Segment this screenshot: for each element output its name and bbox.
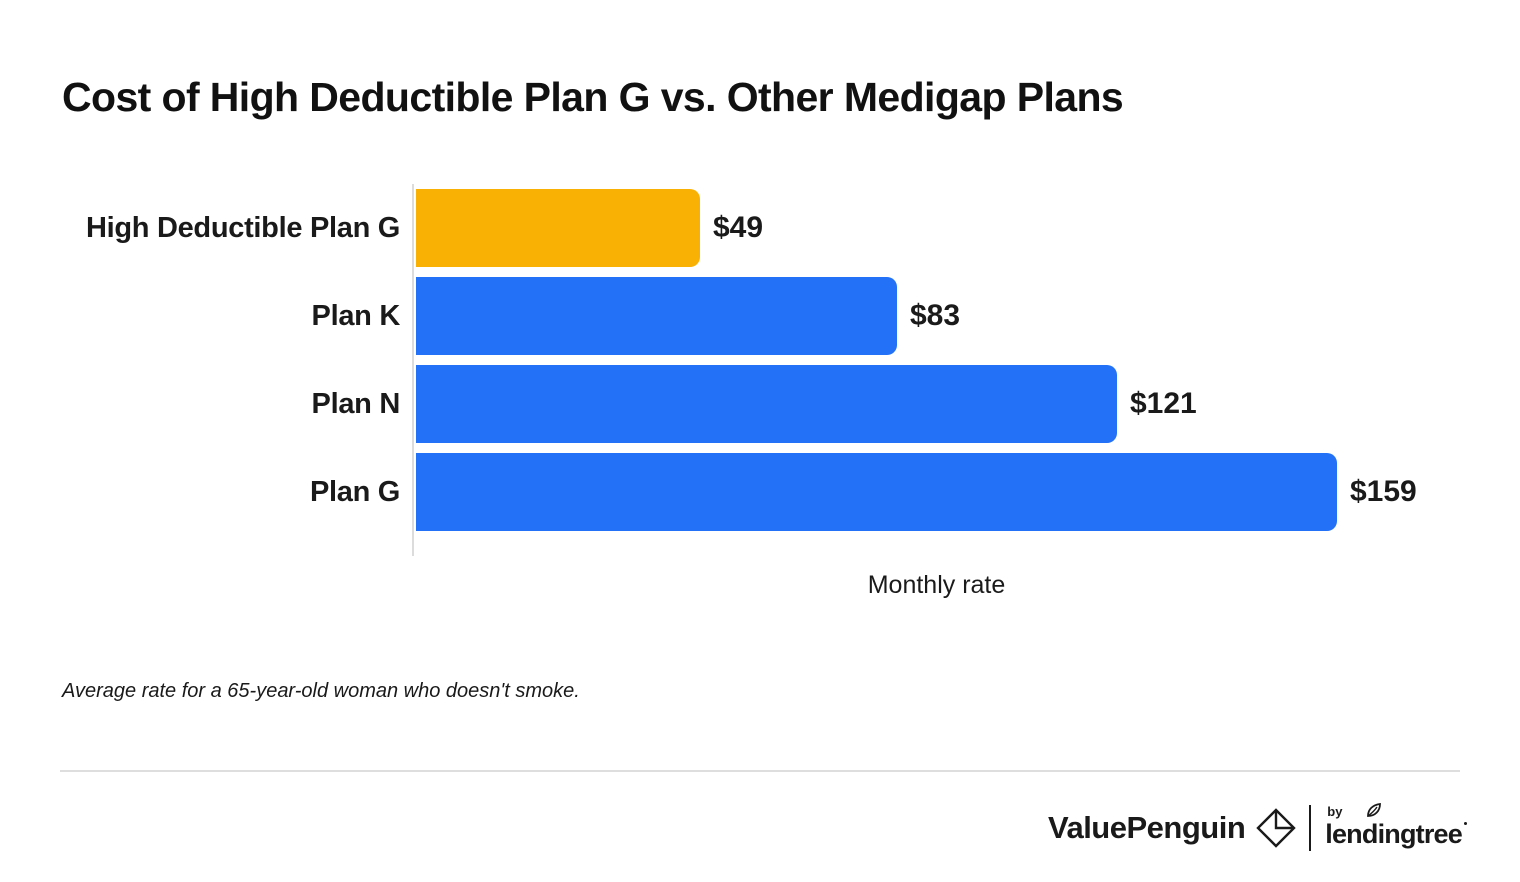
bar-category-label: Plan K (311, 299, 401, 332)
bar-row: High Deductible Plan G $49 (0, 184, 1520, 272)
bar-value-label: $49 (713, 211, 764, 244)
lendingtree-wordmark: lendingtree (1325, 819, 1463, 849)
lendingtree-logo: by lendingtree (1325, 802, 1467, 850)
bar-category-label: Plan G (309, 475, 400, 508)
trademark-dot (1464, 822, 1467, 825)
bar (416, 189, 700, 267)
bar-value-label: $121 (1130, 387, 1197, 420)
footer-vertical-divider (1309, 805, 1312, 851)
bar-row: Plan G $159 (0, 448, 1520, 536)
by-label: by (1327, 804, 1343, 819)
bar-category-label: Plan N (311, 387, 401, 420)
valuepenguin-wordmark: ValuePenguin (1047, 810, 1246, 845)
bar-row: Plan N $121 (0, 360, 1520, 448)
valuepenguin-penguin-icon (1256, 808, 1296, 848)
leaf-icon (1365, 802, 1383, 819)
bar-value-label: $159 (1350, 475, 1417, 508)
footer-branding: ValuePenguin by lendingtree (1047, 800, 1467, 856)
bar-chart: High Deductible Plan G $49 Plan K $83 Pl… (0, 184, 1520, 536)
bar (416, 277, 897, 355)
footer-divider-line (60, 770, 1460, 772)
bar-value-label: $83 (910, 299, 961, 332)
y-axis-line (412, 184, 414, 556)
bar-row: Plan K $83 (0, 272, 1520, 360)
chart-footnote: Average rate for a 65-year-old woman who… (62, 680, 580, 702)
x-axis-label: Monthly rate (867, 571, 1006, 599)
bar-category-label: High Deductible Plan G (85, 211, 400, 244)
bar (416, 365, 1117, 443)
chart-title: Cost of High Deductible Plan G vs. Other… (62, 74, 1124, 120)
bar (416, 453, 1337, 531)
